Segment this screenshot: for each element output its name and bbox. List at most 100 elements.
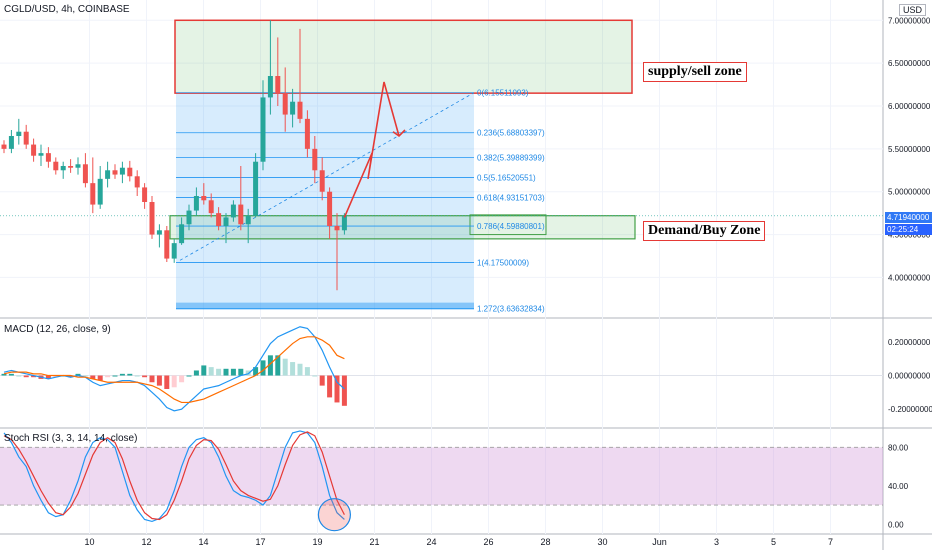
macd-histogram-bar xyxy=(245,370,251,376)
macd-histogram-bar xyxy=(156,375,162,386)
price-axis-tick-label: 5.00000000 xyxy=(888,188,931,197)
fib-extension-band xyxy=(176,302,474,310)
macd-histogram-bar xyxy=(53,375,59,378)
candle-body xyxy=(75,164,81,168)
rsi-axis-tick-label: 0.00 xyxy=(888,520,904,529)
candle-body xyxy=(193,196,199,211)
candle-body xyxy=(8,136,14,149)
projection-arrowhead xyxy=(392,129,406,138)
signal-line xyxy=(3,336,345,404)
candle-body xyxy=(267,76,273,98)
macd-histogram-bar xyxy=(149,375,155,383)
candle-body xyxy=(16,131,22,136)
candle-body xyxy=(68,166,74,168)
macd-histogram-bar xyxy=(8,373,14,376)
fib-level-label: 0.382(5.39889399) xyxy=(477,154,545,163)
price-axis-tick-label: 6.50000000 xyxy=(888,59,931,68)
candle-body xyxy=(164,230,170,259)
macd-histogram-bar xyxy=(112,375,118,377)
macd-histogram-bar xyxy=(267,355,273,376)
symbol-title: CGLD/USD, 4h, COINBASE xyxy=(4,4,130,15)
macd-histogram-bar xyxy=(82,375,88,377)
candle-body xyxy=(82,164,88,184)
fib-level-label: 1.272(3.63632834) xyxy=(477,305,545,314)
candle-body xyxy=(134,176,140,188)
stoch-rsi-title: Stoch RSI (3, 3, 14, 14, close) xyxy=(4,433,138,444)
macd-histogram-bar xyxy=(134,375,140,377)
price-axis-tick-label: 7.00000000 xyxy=(888,16,931,25)
candle-body xyxy=(238,204,244,225)
macd-histogram-bar xyxy=(223,368,229,376)
time-axis-tick-label: 10 xyxy=(84,537,94,547)
fib-level-label: 0.5(5.16520551) xyxy=(477,174,536,183)
macd-histogram-bar xyxy=(142,375,148,378)
time-axis-tick-label: 24 xyxy=(426,537,436,547)
time-axis-tick-label: 3 xyxy=(714,537,719,547)
fib-retracement-box xyxy=(176,92,474,309)
macd-histogram-bar xyxy=(334,375,340,403)
candle-body xyxy=(127,167,133,177)
candle-body xyxy=(341,215,347,231)
time-axis-tick-label: Jun xyxy=(652,537,667,547)
macd-histogram-bar xyxy=(45,375,51,379)
candle-body xyxy=(156,230,162,235)
stoch-d-line xyxy=(3,431,345,521)
macd-histogram-bar xyxy=(90,375,96,379)
candle-body xyxy=(171,243,177,259)
macd-histogram-bar xyxy=(31,375,37,378)
price-axis-tick-label: 4.50000000 xyxy=(888,231,931,240)
oversold-highlight-circle xyxy=(317,498,351,532)
macd-histogram-bar xyxy=(23,375,29,378)
candle-body xyxy=(297,101,303,119)
fib-level-label: 0.786(4.59880801) xyxy=(477,222,545,231)
candle-body xyxy=(23,131,29,145)
candle-body xyxy=(201,196,207,201)
candle-body xyxy=(275,76,281,94)
macd-histogram-bar xyxy=(297,363,303,376)
macd-histogram-bar xyxy=(319,375,325,386)
time-axis-tick-label: 12 xyxy=(141,537,151,547)
macd-histogram-bar xyxy=(230,368,236,376)
candle-body xyxy=(105,170,111,179)
macd-histogram-bar xyxy=(260,360,266,376)
macd-title: MACD (12, 26, close, 9) xyxy=(4,324,111,335)
fib-level-label: 1(4.17500009) xyxy=(477,258,529,267)
macd-histogram-bar xyxy=(312,375,318,377)
price-axis-tick-label: 6.00000000 xyxy=(888,102,931,111)
candle-body xyxy=(282,93,288,115)
supply-zone xyxy=(174,19,633,94)
macd-histogram-bar xyxy=(68,375,74,378)
fib-trend-line xyxy=(179,92,475,261)
stoch-rsi-band xyxy=(0,447,883,506)
macd-histogram-bar xyxy=(341,375,347,406)
candle-body xyxy=(216,213,222,226)
macd-histogram-bar xyxy=(238,368,244,376)
fib-level-label: 0.618(4.93151703) xyxy=(477,194,545,203)
candle-body xyxy=(245,215,251,225)
candle-body xyxy=(38,153,44,156)
candle-body xyxy=(319,170,325,192)
candle-body xyxy=(1,144,7,149)
macd-histogram-bar xyxy=(216,368,222,376)
candle-body xyxy=(45,153,51,162)
macd-axis-tick-label: -0.20000000 xyxy=(888,405,932,414)
time-axis-tick-label: 14 xyxy=(198,537,208,547)
macd-histogram-bar xyxy=(304,367,310,376)
price-axis-tick-label: 4.00000000 xyxy=(888,273,931,282)
macd-histogram-bar xyxy=(186,375,192,377)
candle-body xyxy=(179,224,185,244)
candle-body xyxy=(142,187,148,202)
macd-axis-tick-label: 0.20000000 xyxy=(888,338,931,347)
last-price-badge: 4.71940000 xyxy=(885,212,932,223)
time-axis-tick-label: 21 xyxy=(369,537,379,547)
macd-histogram-bar xyxy=(119,373,125,376)
candle-body xyxy=(312,148,318,171)
supply-zone-label: supply/sell zone xyxy=(643,62,747,82)
candle-body xyxy=(119,167,125,175)
candle-body xyxy=(31,144,37,156)
candle-body xyxy=(334,226,340,231)
macd-histogram-bar xyxy=(127,373,133,376)
currency-badge[interactable]: USD xyxy=(899,4,927,16)
